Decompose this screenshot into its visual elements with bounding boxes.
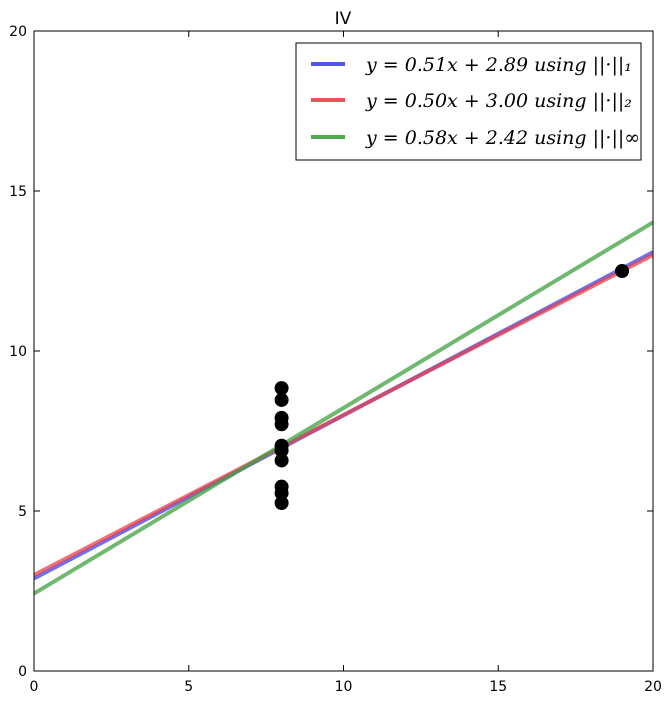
legend-label-2: y = 0.50x + 3.00 using ||·||₂ [365,90,632,112]
data-point [274,417,289,432]
y-tick-label: 10 [9,344,27,360]
x-tick-label: 10 [335,679,353,695]
data-point [274,392,289,407]
chart-title: IV [335,9,352,29]
y-tick-label: 5 [18,504,27,520]
legend-box [295,42,642,161]
legend-label-3: y = 0.58x + 2.42 using ||·||∞ [365,127,640,149]
series-line-3 [34,220,653,596]
data-point [274,381,289,396]
y-tick-label: 0 [18,664,27,680]
y-tick-label: 20 [9,24,27,40]
x-axis: 0 5 10 15 20 [30,31,662,695]
series-line-2 [34,253,653,577]
data-points [274,264,630,510]
y-axis: 0 5 10 15 20 [9,24,653,680]
legend: y = 0.51x + 2.89 using ||·||₁ y = 0.50x +… [295,42,642,161]
y-tick-label: 15 [9,184,27,200]
legend-label-1: y = 0.51x + 2.89 using ||·||₁ [365,54,632,76]
x-tick-label: 0 [30,679,39,695]
x-tick-label: 5 [184,679,193,695]
data-point [615,264,630,278]
data-point [274,496,289,510]
x-tick-label: 15 [489,679,507,695]
x-tick-label: 20 [644,679,662,695]
data-point [274,443,289,458]
data-point [274,453,289,468]
fit-lines [34,220,653,596]
data-point [274,486,289,501]
